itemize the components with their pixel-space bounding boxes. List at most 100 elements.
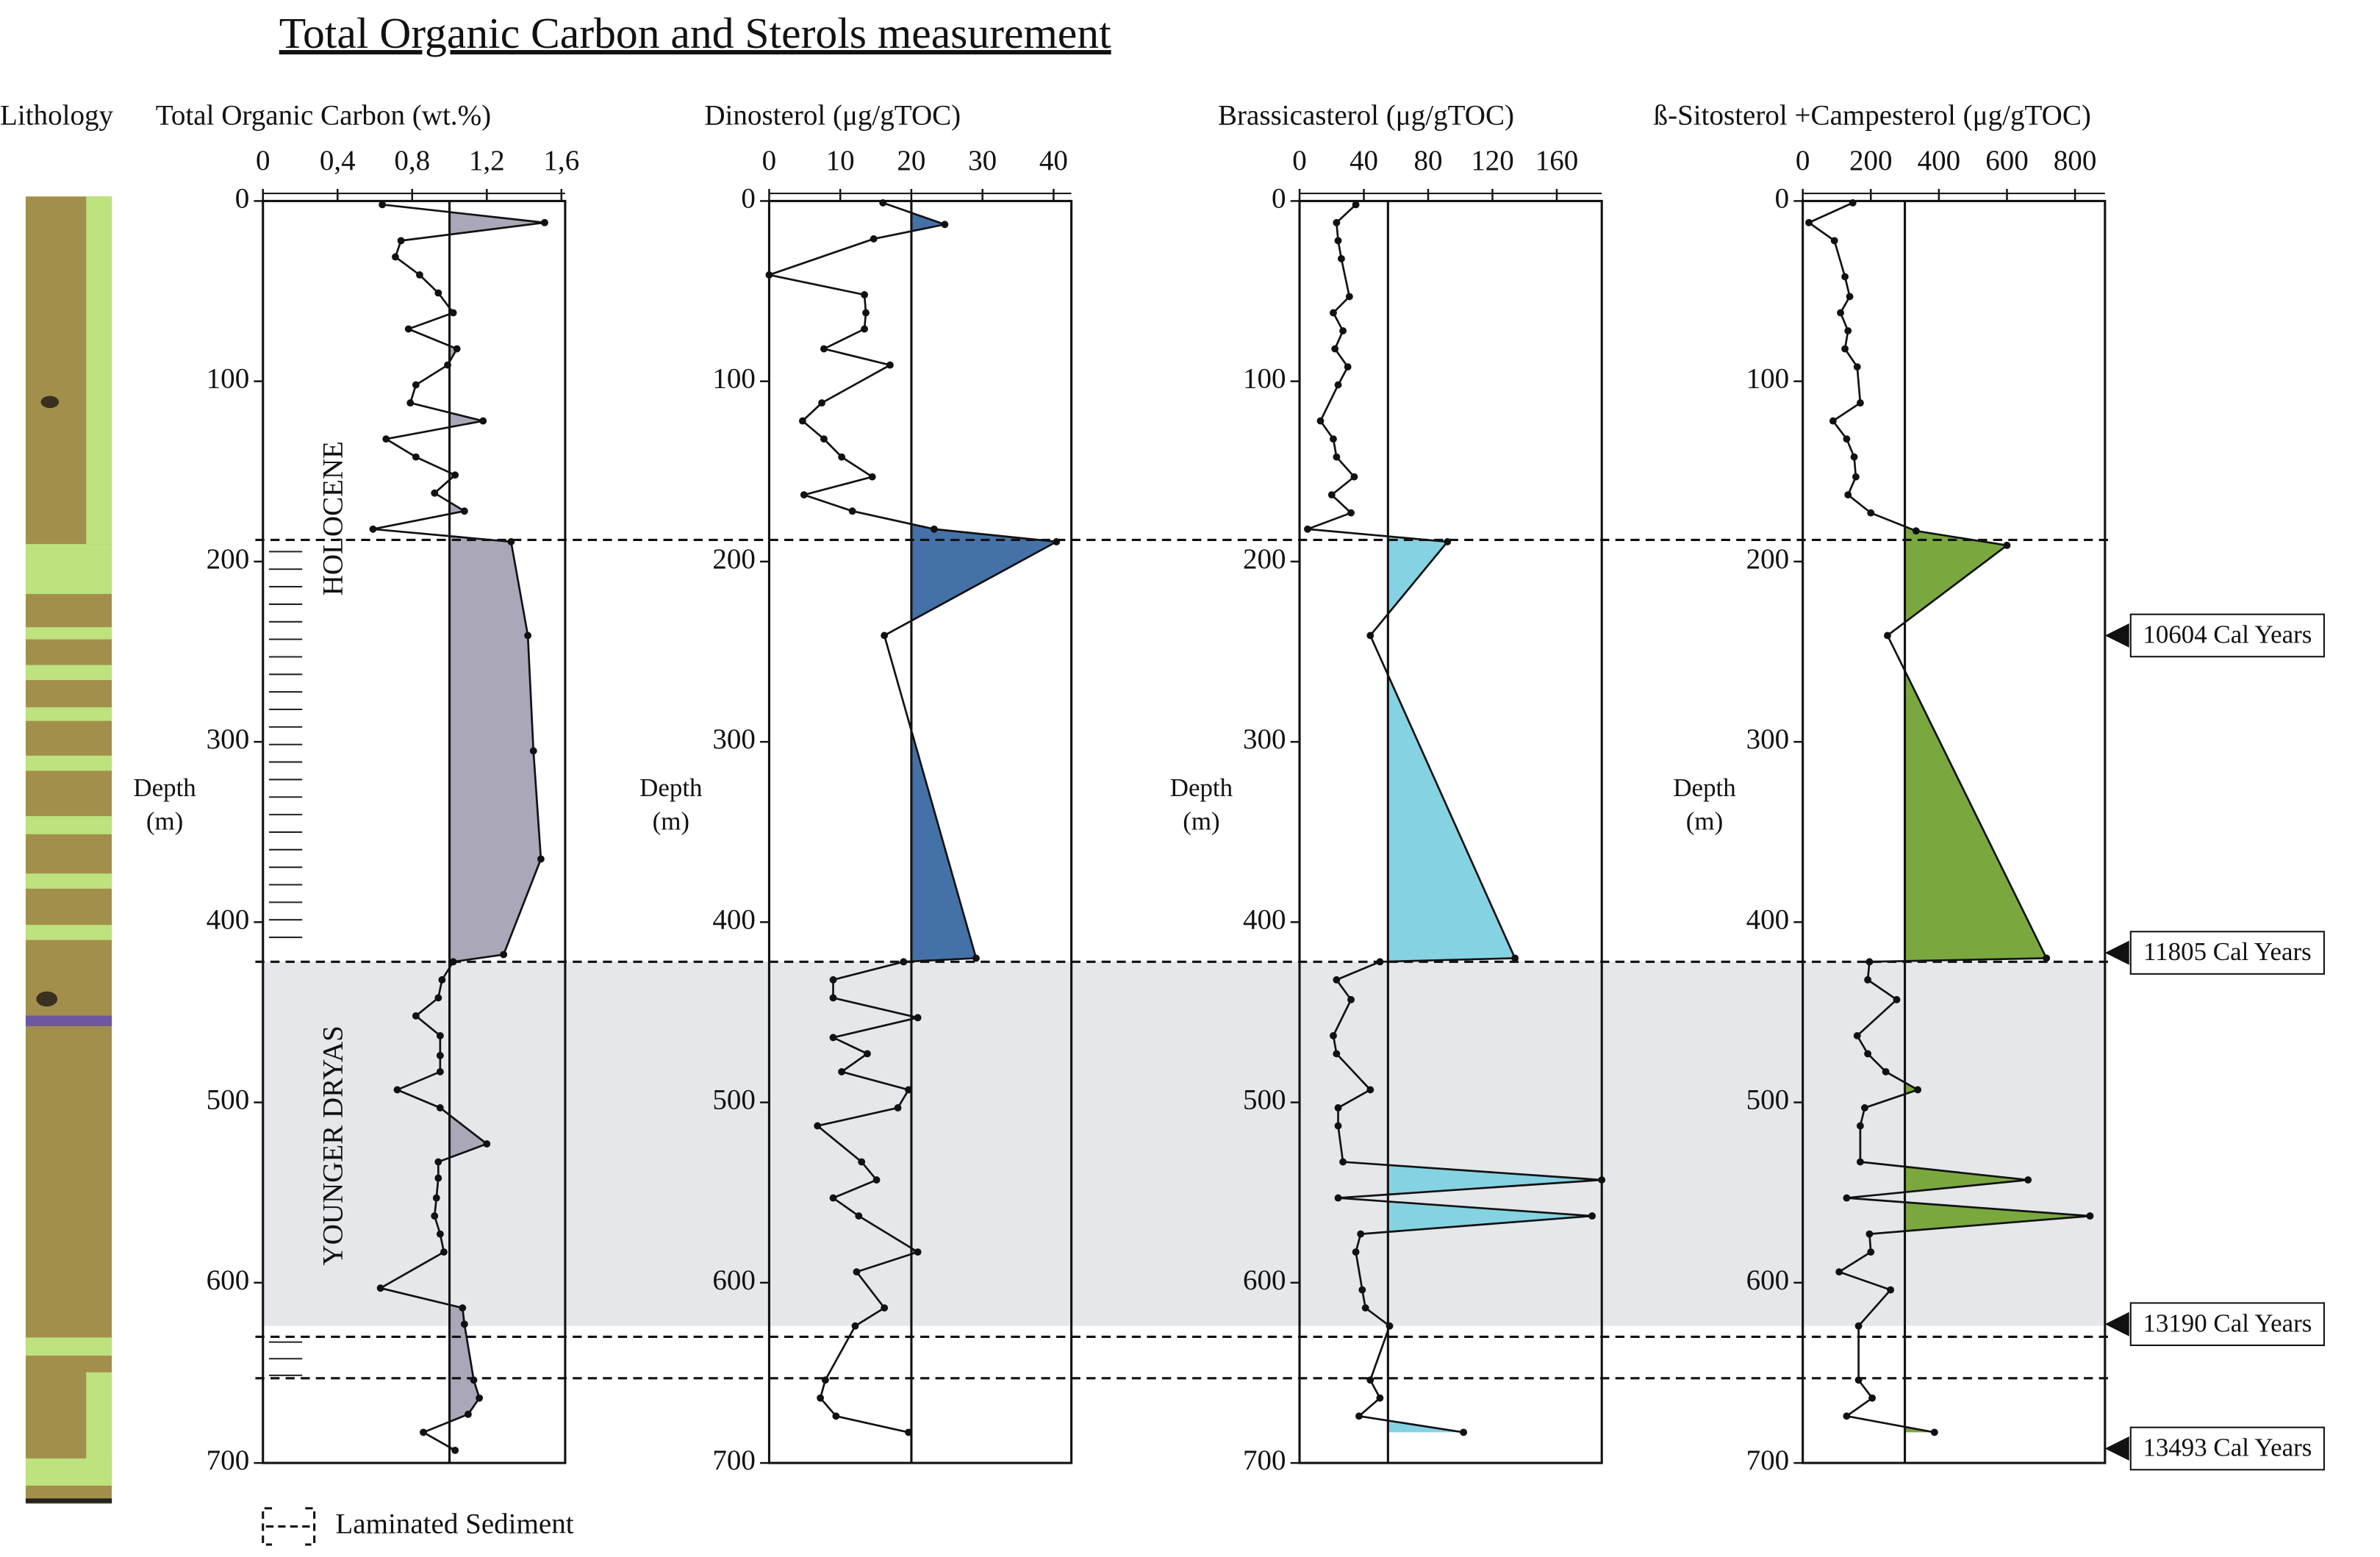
data-point [1893, 995, 1901, 1003]
y-tick-label: 400 [1746, 903, 1790, 935]
data-point [972, 954, 980, 962]
data-point [460, 507, 468, 515]
profile-line [373, 204, 545, 1452]
age-label: 13190 Cal Years [2143, 1309, 2312, 1337]
data-point [440, 1248, 448, 1256]
litho-nodule [40, 395, 60, 409]
panel: 0 40 80 120 160 0 100 200 300 400 500 600 700 Brassic… [1170, 99, 1606, 1476]
data-point [829, 1194, 837, 1202]
data-point [449, 309, 457, 317]
x-tick-label: 400 [1918, 145, 1961, 176]
y-tick-label: 700 [712, 1445, 756, 1476]
litho-band [25, 544, 112, 594]
y-tick-label: 200 [712, 543, 756, 575]
x-tick-label: 200 [1849, 145, 1893, 176]
data-point [436, 1230, 444, 1238]
data-point [1355, 1412, 1363, 1420]
data-point [393, 1086, 401, 1094]
panel-title: Total Organic Carbon (wt.%) [156, 99, 491, 131]
panel-title: Brassicasterol (μg/gTOC) [1218, 99, 1514, 131]
data-point [1366, 631, 1374, 640]
y-tick-label: 700 [1243, 1445, 1286, 1476]
litho-band [25, 873, 112, 889]
data-point [914, 1248, 922, 1256]
data-point [829, 976, 837, 984]
data-point [941, 221, 949, 229]
x-tick-label: 0 [256, 145, 270, 176]
x-tick-label: 0 [762, 145, 777, 176]
data-point [1511, 954, 1519, 962]
data-point [434, 994, 442, 1002]
data-point [851, 1322, 859, 1330]
data-point [434, 1158, 442, 1166]
data-point [460, 1320, 468, 1328]
age-marker [2104, 940, 2129, 965]
y-axis-label: (m) [1183, 806, 1219, 835]
x-tick-label: 800 [2054, 145, 2097, 176]
data-point [1882, 1067, 1890, 1075]
data-point [1856, 1122, 1864, 1130]
y-axis-label: (m) [1686, 806, 1723, 835]
data-point [832, 1412, 840, 1420]
data-point [431, 1212, 439, 1220]
y-tick-label: 600 [1243, 1264, 1286, 1296]
data-point [412, 381, 420, 389]
litho-band [25, 925, 112, 940]
data-point [1853, 363, 1861, 371]
data-point [881, 1304, 889, 1312]
data-point [814, 1122, 822, 1130]
data-point [820, 345, 828, 353]
data-point [1334, 1194, 1342, 1202]
data-point [829, 1034, 837, 1042]
data-point [905, 1086, 912, 1094]
data-point [1316, 417, 1325, 425]
data-point [861, 325, 869, 333]
data-point [1366, 1376, 1374, 1384]
data-point [1386, 1322, 1394, 1330]
data-point [436, 1067, 444, 1075]
data-point [436, 1031, 444, 1039]
y-axis-label: (m) [653, 806, 689, 835]
legend-label: Laminated Sediment [335, 1508, 573, 1539]
litho-band [25, 1015, 112, 1026]
data-point [434, 1174, 442, 1182]
data-point [905, 1428, 912, 1436]
data-point [1850, 453, 1858, 461]
data-point [451, 471, 459, 479]
x-tick-label: 20 [897, 145, 925, 176]
litho-band [25, 627, 112, 640]
y-tick-label: 700 [207, 1445, 250, 1476]
data-point [1860, 1104, 1868, 1112]
data-point [1887, 1286, 1895, 1294]
data-point [1334, 1104, 1342, 1112]
data-point [1304, 525, 1311, 533]
data-point [817, 1394, 825, 1402]
data-point [1358, 1286, 1366, 1294]
data-point [1376, 1394, 1384, 1402]
lithology-label: Lithology [0, 99, 113, 131]
panel-title: ß-Sitosterol +Campesterol (μg/gTOC) [1654, 99, 2091, 131]
data-point [848, 507, 856, 515]
data-point [1843, 1412, 1851, 1420]
age-marker [2104, 1311, 2129, 1336]
data-point [459, 1304, 467, 1312]
data-point [529, 747, 537, 755]
data-point [858, 1158, 866, 1166]
data-point [864, 1050, 871, 1058]
data-point [431, 489, 439, 497]
data-point [434, 289, 442, 297]
panel: 0 200 400 600 800 0 100 200 300 400 500 600 700 ß-Sit… [1654, 99, 2107, 1476]
plot-frame [1298, 199, 1603, 1464]
data-point [1853, 1031, 1861, 1039]
litho-nodule [36, 991, 58, 1007]
x-tick-label: 1,6 [543, 145, 579, 176]
data-point [868, 473, 876, 481]
x-tick-label: 10 [826, 145, 855, 176]
data-point [1843, 1194, 1851, 1202]
data-point [1829, 417, 1837, 425]
data-point [2043, 954, 2051, 962]
data-point [1347, 509, 1355, 517]
data-point [1352, 1248, 1360, 1256]
litho-band [25, 1337, 112, 1356]
